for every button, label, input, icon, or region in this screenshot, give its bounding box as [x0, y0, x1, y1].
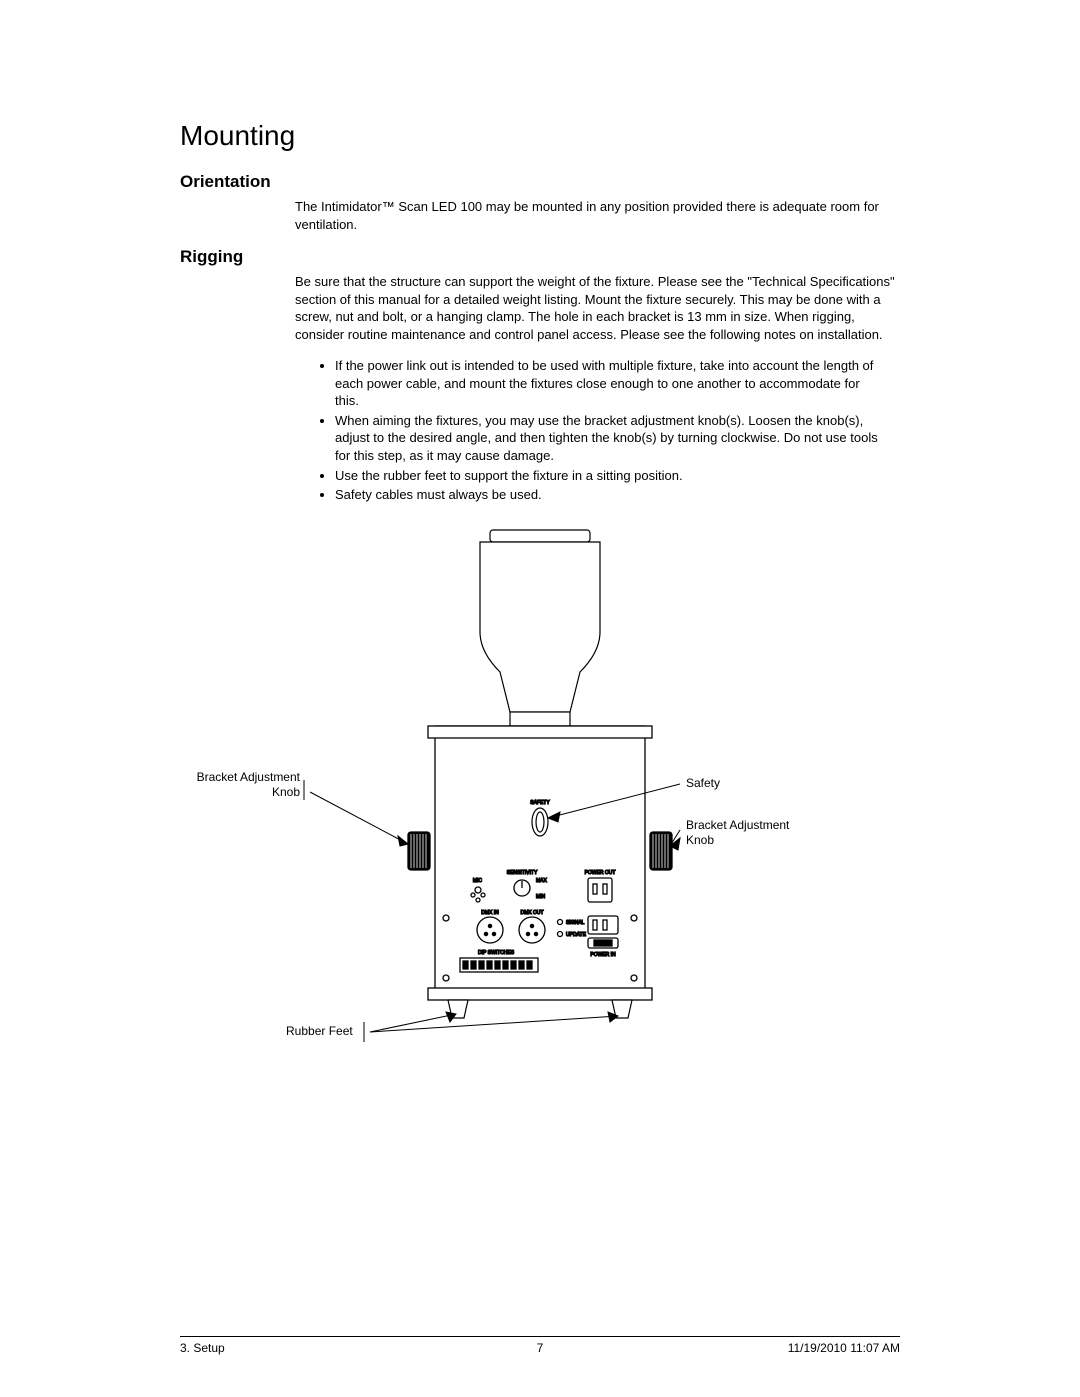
heading-rigging: Rigging: [180, 247, 900, 267]
callout-safety: Safety: [686, 776, 720, 791]
panel-label-sensitivity: SENSITIVITY: [507, 870, 538, 876]
callout-rubber-feet: Rubber Feet: [286, 1024, 353, 1039]
heading-mounting: Mounting: [180, 120, 900, 152]
document-page: Mounting Orientation The Intimidator™ Sc…: [0, 0, 1080, 1397]
panel-label-power-in: POWER IN: [590, 952, 616, 958]
footer-section: 3. Setup: [180, 1341, 225, 1355]
panel-label-mic: MIC: [473, 878, 483, 884]
footer-page-number: 7: [537, 1341, 544, 1355]
footer-timestamp: 11/19/2010 11:07 AM: [788, 1341, 900, 1355]
page-footer: 3. Setup 7 11/19/2010 11:07 AM: [180, 1336, 900, 1355]
panel-label-power-out: POWER OUT: [585, 870, 616, 876]
panel-label-update: UPDATE: [566, 932, 587, 938]
list-item: When aiming the fixtures, you may use th…: [335, 412, 880, 465]
panel-label-max: MAX: [536, 878, 548, 884]
panel-label-signal: SIGNAL: [566, 920, 585, 926]
rigging-paragraph: Be sure that the structure can support t…: [295, 273, 900, 343]
callout-bracket-knob-right: Bracket AdjustmentKnob: [686, 818, 789, 848]
heading-orientation: Orientation: [180, 172, 900, 192]
panel-label-min: MIN: [536, 894, 546, 900]
callout-bracket-knob-left: Bracket AdjustmentKnob: [190, 770, 300, 800]
panel-label-safety: SAFETY: [530, 800, 550, 806]
list-item: Use the rubber feet to support the fixtu…: [335, 467, 880, 485]
panel-label-dip: DIP SWITCHES: [478, 950, 515, 956]
fixture-diagram: SAFETY SENSITIVITY MIC MAX MIN POWER OUT…: [180, 522, 900, 1082]
rigging-notes-list: If the power link out is intended to be …: [335, 357, 880, 503]
list-item: Safety cables must always be used.: [335, 486, 880, 504]
fixture-svg: SAFETY SENSITIVITY MIC MAX MIN POWER OUT…: [180, 522, 900, 1082]
panel-label-dmx-in: DMX IN: [481, 910, 499, 916]
orientation-paragraph: The Intimidator™ Scan LED 100 may be mou…: [295, 198, 900, 233]
panel-label-dmx-out: DMX OUT: [520, 910, 543, 916]
list-item: If the power link out is intended to be …: [335, 357, 880, 410]
